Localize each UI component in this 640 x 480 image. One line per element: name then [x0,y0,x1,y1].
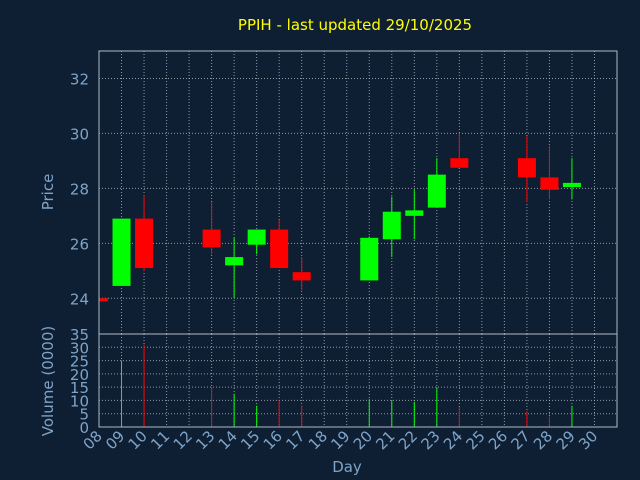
candle-body-17 [292,272,311,281]
candle-body-29 [562,182,581,188]
volume-tick-label: 15 [70,379,89,397]
candle-body-28 [540,177,559,190]
volume-plot-border [98,333,618,428]
volume-tick-label: 35 [70,326,89,344]
candle-body-10 [135,218,154,269]
candle-body-16 [270,229,289,269]
price-tick-label: 28 [70,180,89,198]
price-panel: 24 26 28 30 32 [70,50,618,335]
price-tick-label: 24 [70,290,89,308]
volume-tick-label: 20 [70,366,89,384]
volume-tick-label: 25 [70,353,89,371]
x-axis-label: Day [332,458,362,476]
price-plot-border [98,50,618,335]
candle-body-08 [99,298,108,302]
candle-body-20 [360,237,379,281]
price-tick-label: 32 [70,70,89,88]
candle-body-09 [112,218,131,286]
x-axis: 0809101112131415161718192021222324252627… [80,427,602,453]
candle-body-23 [427,174,446,208]
price-tick-label: 26 [70,235,89,253]
volume-tick-label: 10 [70,392,89,410]
candle-body-21 [382,211,401,240]
candle-body-14 [225,257,244,266]
x-tick-label: 30 [575,427,601,453]
candle-body-15 [247,229,266,245]
volume-tick-label: 30 [70,339,89,357]
volume-axis-label: Volume (0000) [39,326,57,436]
candle-body-24 [450,158,469,168]
volume-tick-label: 0 [79,419,89,437]
chart-title: PPIH - last updated 29/10/2025 [238,16,472,34]
price-tick-label: 30 [70,125,89,143]
volume-tick-label: 5 [79,406,89,424]
candle-body-27 [517,158,536,178]
candle-body-22 [405,210,424,216]
price-axis-label: Price [39,174,57,211]
candle-body-13 [202,229,221,248]
